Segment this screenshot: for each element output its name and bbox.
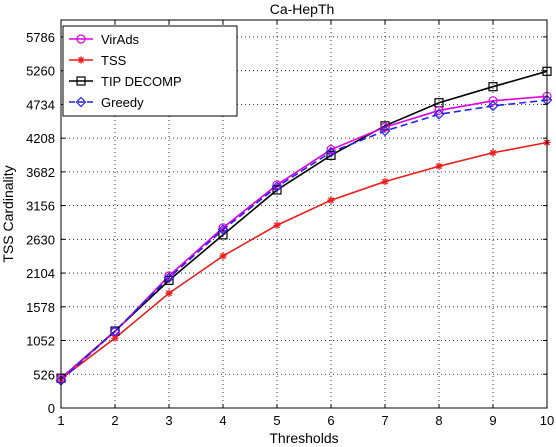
x-tick-label: 4 (219, 413, 226, 428)
x-tick-label: 1 (57, 413, 64, 428)
y-tick-label: 1052 (26, 334, 55, 349)
legend-label-tss: TSS (101, 53, 127, 68)
data-point-virads (218, 223, 228, 233)
series-line-tss (60, 141, 548, 380)
chart-title: Ca-HepTh (270, 1, 335, 17)
legend-marker-virads (76, 34, 86, 44)
legend-label-tip-decomp: TIP DECOMP (101, 74, 182, 89)
data-point-greedy (487, 100, 499, 112)
series-lines (60, 70, 548, 382)
legend-marker-tss (77, 56, 85, 64)
data-point-tss (435, 162, 443, 170)
series-line-tip-decomp (60, 70, 548, 379)
data-point-greedy (379, 125, 391, 137)
y-tick-label: 2104 (26, 266, 55, 281)
y-tick-label: 3682 (26, 165, 55, 180)
data-point-greedy (271, 181, 283, 193)
data-point-greedy (325, 146, 337, 158)
data-point-virads (434, 105, 444, 116)
data-point-tss (111, 334, 119, 342)
legend-marker-greedy (75, 96, 87, 108)
x-tick-label: 5 (273, 413, 280, 428)
y-tick-label: 5260 (26, 64, 55, 79)
y-tick-label: 4208 (26, 131, 55, 146)
data-point-greedy (163, 272, 175, 284)
legend-label-virads: VirAds (101, 32, 140, 47)
x-tick-label: 8 (435, 413, 442, 428)
data-point-virads (380, 122, 390, 132)
legend: VirAds TSS TIP DECOMP Greedy (62, 25, 238, 117)
y-tick-label: 2630 (26, 232, 55, 247)
x-tick-label: 7 (381, 413, 388, 428)
y-axis-title: TSS Cardinality (0, 165, 16, 262)
x-tick-label: 3 (165, 413, 172, 428)
data-point-tip-decomp (218, 230, 228, 240)
data-point-virads (326, 144, 336, 155)
y-tick-label: 1578 (26, 300, 55, 315)
x-tick-label: 2 (111, 413, 118, 428)
data-point-tip-decomp (272, 185, 282, 195)
data-point-virads (164, 271, 174, 281)
data-point-greedy (109, 325, 121, 337)
data-point-greedy (217, 224, 229, 236)
legend-marker-tip-decomp (76, 76, 86, 86)
plot-frame (60, 19, 548, 409)
data-point-virads (272, 180, 282, 190)
y-tick-label: 4734 (26, 97, 55, 112)
legend-box (62, 25, 238, 117)
series-line-greedy (60, 99, 548, 382)
x-axis-title: Thresholds (269, 430, 338, 446)
x-axis-ticks: 1 2 3 4 5 6 7 8 9 10 (57, 20, 554, 428)
data-point-tss (219, 252, 227, 260)
data-point-greedy (433, 108, 445, 120)
data-point-tip-decomp (488, 82, 498, 92)
data-point-tip-decomp (326, 150, 336, 160)
y-tick-label: 526 (33, 367, 55, 382)
x-tick-label: 9 (489, 413, 496, 428)
data-point-virads (488, 96, 498, 106)
data-point-tss (165, 289, 173, 297)
legend-label-greedy: Greedy (101, 95, 144, 110)
data-point-tss (489, 149, 497, 157)
x-tick-label: 10 (540, 413, 554, 428)
data-point-tss (381, 178, 389, 186)
y-tick-label: 5786 (26, 30, 55, 45)
data-point-tss (327, 196, 335, 204)
y-tick-label: 3156 (26, 199, 55, 214)
y-axis-ticks: 0 526 1052 1578 2104 2630 3156 3682 4208 4734 5260… (26, 30, 547, 416)
x-tick-label: 6 (327, 413, 334, 428)
data-point-tss (273, 221, 281, 229)
y-tick-label: 0 (48, 401, 55, 416)
data-point-tip-decomp (164, 275, 174, 285)
